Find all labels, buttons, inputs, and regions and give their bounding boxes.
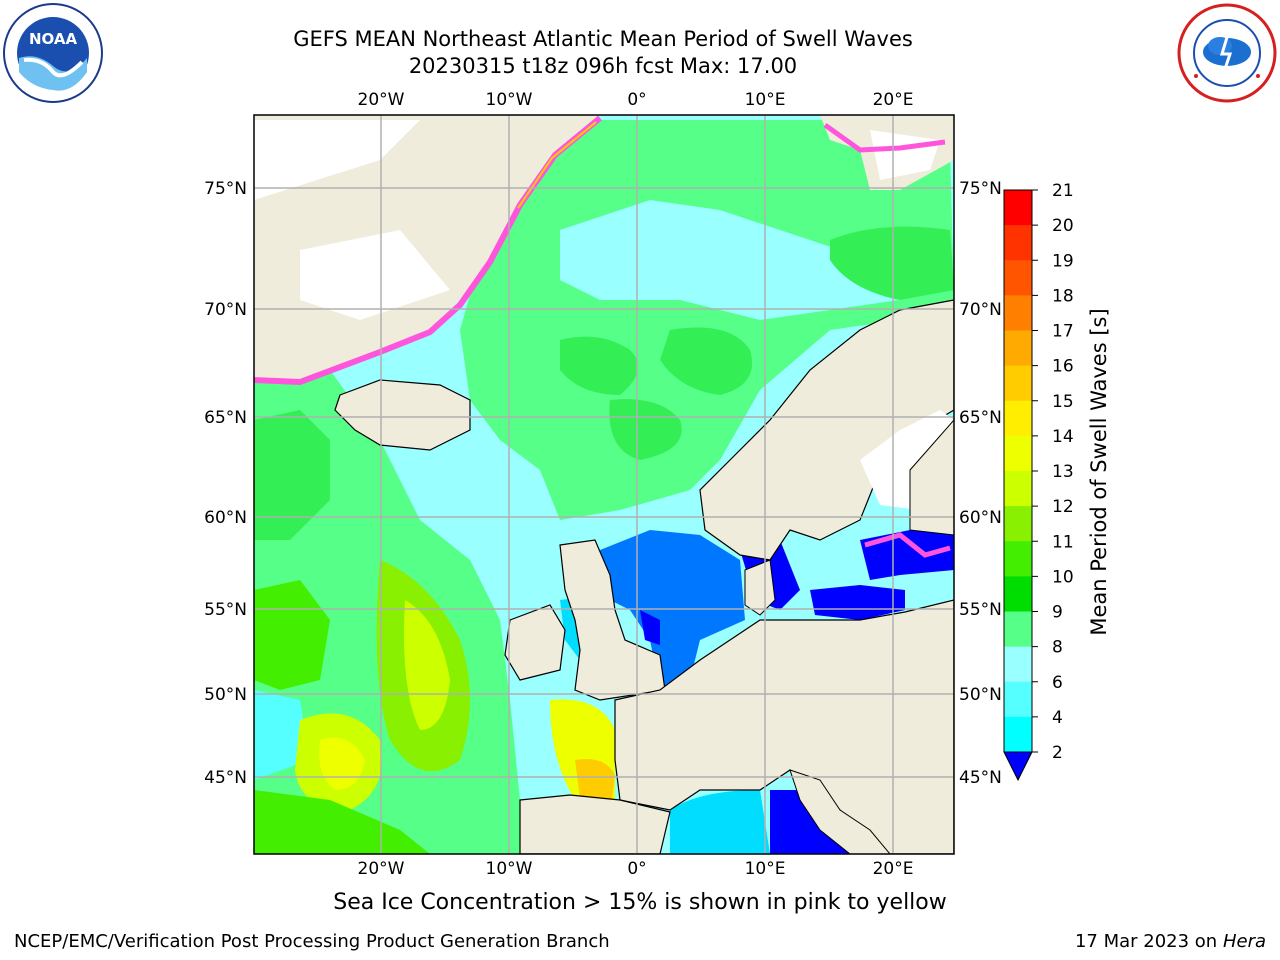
lat-label: 75°N bbox=[959, 179, 1002, 199]
lat-label: 50°N bbox=[204, 685, 247, 705]
footer-date: 17 Mar 2023 on Hera bbox=[1075, 931, 1266, 952]
footer-host: Hera bbox=[1222, 931, 1266, 952]
colorbar-tick-label: 4 bbox=[1052, 708, 1063, 728]
lon-label: 0° bbox=[627, 859, 646, 879]
lat-label: 75°N bbox=[204, 179, 247, 199]
colorbar-segment bbox=[1004, 716, 1032, 753]
map-frame bbox=[253, 114, 955, 855]
lat-label: 65°N bbox=[204, 408, 247, 428]
lat-label: 60°N bbox=[959, 508, 1002, 528]
colorbar-segment bbox=[1004, 190, 1032, 226]
colorbar-tick-label: 15 bbox=[1052, 392, 1074, 412]
colorbar-segment bbox=[1004, 506, 1032, 542]
lat-labels-left: 75°N 70°N 65°N 60°N 55°N 50°N 45°N bbox=[204, 179, 247, 788]
colorbar-under-arrow bbox=[1003, 751, 1033, 782]
lat-label: 45°N bbox=[204, 768, 247, 788]
lat-label: 55°N bbox=[959, 600, 1002, 620]
colorbar bbox=[1003, 189, 1033, 782]
colorbar-segment bbox=[1004, 576, 1032, 612]
colorbar-tick-label: 6 bbox=[1052, 673, 1063, 693]
lat-label: 50°N bbox=[959, 685, 1002, 705]
colorbar-segment bbox=[1004, 400, 1032, 437]
colorbar-segment bbox=[1004, 646, 1032, 683]
lat-label: 60°N bbox=[204, 508, 247, 528]
lat-label: 70°N bbox=[204, 300, 247, 320]
lon-labels-bottom: 20°W 10°W 0° 10°E 20°E bbox=[358, 859, 914, 879]
colorbar-segment bbox=[1004, 611, 1032, 648]
map-title: GEFS MEAN Northeast Atlantic Mean Period… bbox=[293, 27, 913, 51]
colorbar-tick-label: 11 bbox=[1052, 532, 1074, 552]
footer-credit: NCEP/EMC/Verification Post Processing Pr… bbox=[14, 931, 610, 952]
map-subtitle: 20230315 t18z 096h fcst Max: 17.00 bbox=[408, 54, 798, 78]
colorbar-tick-label: 20 bbox=[1052, 216, 1074, 236]
lat-label: 65°N bbox=[959, 408, 1002, 428]
lat-label: 55°N bbox=[204, 600, 247, 620]
graticule bbox=[254, 115, 954, 854]
lon-label: 20°E bbox=[873, 859, 914, 879]
lon-label: 10°W bbox=[486, 90, 533, 110]
lon-label: 0° bbox=[627, 90, 646, 110]
nws-logo bbox=[1177, 3, 1277, 103]
lon-labels-top: 20°W 10°W 0° 10°E 20°E bbox=[358, 90, 914, 110]
footer-date-text: 17 Mar 2023 on bbox=[1074, 931, 1218, 952]
colorbar-tick-label: 19 bbox=[1052, 251, 1074, 271]
colorbar-segment bbox=[1004, 541, 1032, 577]
colorbar-segment bbox=[1004, 365, 1032, 402]
colorbar-tick-label: 17 bbox=[1052, 322, 1074, 342]
colorbar-segment bbox=[1004, 295, 1032, 331]
lon-label: 20°E bbox=[873, 90, 914, 110]
colorbar-segment bbox=[1004, 330, 1032, 367]
colorbar-tick-label: 14 bbox=[1052, 427, 1074, 447]
lat-labels-right: 75°N 70°N 65°N 60°N 55°N 50°N 45°N bbox=[959, 179, 1002, 788]
lat-label: 70°N bbox=[959, 300, 1002, 320]
colorbar-ticks: 21 20 19 18 17 16 15 14 13 12 11 10 9 8 6 4 2 bbox=[1032, 181, 1074, 763]
svg-text:NOAA: NOAA bbox=[29, 30, 78, 48]
lon-label: 10°E bbox=[745, 859, 786, 879]
colorbar-segment bbox=[1004, 471, 1032, 507]
colorbar-tick-label: 21 bbox=[1052, 181, 1074, 201]
colorbar-tick-label: 13 bbox=[1052, 462, 1074, 482]
lon-label: 10°E bbox=[745, 90, 786, 110]
noaa-logo: NOAA bbox=[3, 3, 103, 103]
colorbar-label: Mean Period of Swell Waves [s] bbox=[1087, 308, 1111, 635]
colorbar-tick-label: 10 bbox=[1052, 567, 1074, 587]
colorbar-segment bbox=[1004, 225, 1032, 261]
colorbar-tick-label: 12 bbox=[1052, 497, 1074, 517]
colorbar-tick-label: 9 bbox=[1052, 603, 1063, 623]
colorbar-segment bbox=[1004, 260, 1032, 296]
colorbar-tick-label: 2 bbox=[1052, 743, 1063, 763]
map-field bbox=[254, 115, 954, 854]
lat-label: 45°N bbox=[959, 768, 1002, 788]
colorbar-tick-label: 18 bbox=[1052, 286, 1074, 306]
colorbar-segment bbox=[1004, 681, 1032, 718]
colorbar-segment bbox=[1004, 435, 1032, 472]
lon-label: 20°W bbox=[358, 859, 405, 879]
lon-label: 10°W bbox=[486, 859, 533, 879]
colorbar-tick-label: 8 bbox=[1052, 638, 1063, 658]
colorbar-tick-label: 16 bbox=[1052, 357, 1074, 377]
lon-label: 20°W bbox=[358, 90, 405, 110]
sea-ice-caption: Sea Ice Concentration > 15% is shown in … bbox=[333, 890, 947, 915]
